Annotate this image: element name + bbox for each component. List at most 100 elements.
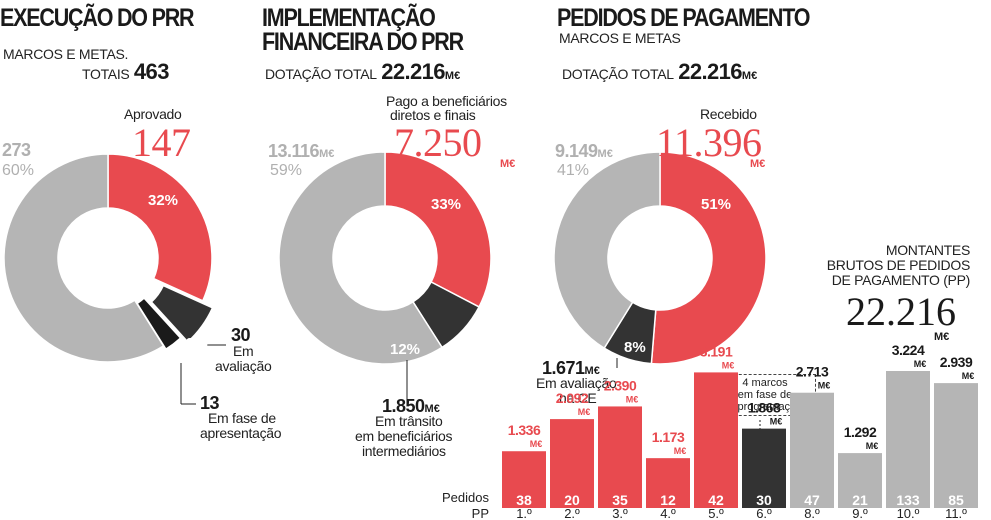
donut1-slice-0 (107, 153, 213, 302)
bar-unit-label-7: M€ (866, 441, 879, 451)
bar-value-label-5: 1.868 (748, 400, 781, 416)
donut1-slice-1 (150, 284, 214, 343)
donut2-transit-value: 1.850 (382, 396, 425, 416)
bar-requests-label-6: 47 (804, 492, 820, 508)
donut2-paid-label1: Pago a beneficiários (386, 93, 507, 109)
donut2-transit-label1: Em trânsito (375, 413, 443, 429)
donut1-approved-label: Aprovado (124, 106, 182, 122)
donut1-eval-label1: Em (233, 343, 254, 359)
donut2-rest-unit: M€ (319, 148, 335, 160)
panel4-total: 22.216 (846, 289, 956, 334)
donut3-slice-0 (650, 151, 767, 365)
bar-7 (838, 453, 882, 508)
bar-category-label-2: 3.º (612, 506, 628, 520)
panel1-title: EXECUÇÃO DO PRR (0, 4, 195, 32)
donut2-transit-unit: M€ (424, 403, 440, 415)
donut1-rest-pct: 60% (2, 162, 35, 179)
donut3-eval-label2: na CE (559, 390, 597, 406)
bar-value-label-6: 2.713 (796, 364, 829, 380)
bar-requests-label-2: 35 (612, 492, 628, 508)
bar-requests-label-9: 85 (948, 492, 964, 508)
donut2-transit-label3: intermediários (362, 443, 446, 459)
bar-value-label-3: 1.173 (652, 429, 685, 445)
bar-value-label-1: 2.092 (556, 390, 589, 406)
panel3-subtitle: MARCOS E METAS (559, 30, 681, 46)
panel2-sub: DOTAÇÃO TOTAL (265, 66, 377, 82)
panel3-total: 22.216 (678, 59, 742, 84)
donut1 (3, 153, 214, 363)
bar-category-label-6: 8.º (804, 506, 820, 520)
panel4-unit: M€ (934, 331, 950, 343)
panel2-unit: M€ (444, 70, 461, 82)
donut1-rest-value: 273 (2, 140, 31, 160)
bar-category-label-7: 9.º (852, 506, 868, 520)
donut1-approved-pct: 32% (148, 192, 179, 209)
bar-unit-label-5: M€ (770, 417, 783, 427)
panel2-total: 22.216 (381, 59, 445, 84)
panel4-title-line2: BRUTOS DE PEDIDOS (826, 257, 971, 273)
donut2-rest-pct: 59% (270, 162, 303, 179)
bar-2 (598, 406, 642, 508)
bar-unit-label-2: M€ (626, 394, 639, 404)
bar-unit-label-4: M€ (722, 360, 735, 370)
bar-value-label-4: 3.191 (700, 343, 733, 359)
bar-unit-label-9: M€ (962, 371, 975, 381)
donut3-slice-2 (553, 151, 661, 350)
donut3-received-value: 11.396 (656, 120, 762, 165)
panel2-title-line2: FINANCEIRA DO PRR (262, 28, 464, 56)
bar-category-label-0: 1.º (516, 506, 532, 520)
bar-4 (694, 372, 738, 508)
donut1-present-value: 13 (200, 393, 220, 413)
donut2-paid-label2: diretos e finais (390, 107, 476, 123)
donut3-received-pct: 51% (701, 196, 732, 213)
panel3-title: PEDIDOS DE PAGAMENTO (557, 4, 810, 32)
donut2-slice-2 (278, 151, 444, 365)
panel3-unit: M€ (741, 70, 758, 82)
donut2 (278, 151, 492, 365)
bar-value-label-8: 3.224 (892, 342, 925, 358)
panel1-total: 463 (133, 59, 170, 84)
bar-requests-label-1: 20 (564, 492, 580, 508)
bar-category-label-1: 2.º (564, 506, 580, 520)
panel4-title-line3: DE PAGAMENTO (PP) (831, 272, 971, 288)
donut1-present-label2: apresentação (200, 425, 282, 441)
bar-value-label-2: 2.390 (604, 377, 637, 393)
donut2-paid-value: 7.250 (394, 120, 482, 165)
donut3-received-label: Recebido (700, 106, 757, 122)
bar-3 (646, 458, 690, 508)
note-line1: 4 marcos (742, 377, 788, 389)
bar-0 (502, 451, 546, 508)
bar-unit-label-8: M€ (914, 359, 927, 369)
donut3-eval-row: 1.671M€ (542, 358, 600, 379)
donut2-paid-unit: M€ (500, 158, 516, 170)
bar-category-label-4: 5.º (708, 506, 724, 520)
panel1-subtitle-line1: MARCOS E METAS. (3, 46, 129, 62)
bar-row-label-pp: PP (472, 506, 489, 520)
donut3-rest-unit: M€ (597, 148, 613, 160)
donut3-eval-unit: M€ (584, 365, 600, 377)
donut1-eval-value: 30 (231, 325, 251, 345)
bar-unit-label-6: M€ (818, 381, 831, 391)
donut1-slice-3 (3, 153, 165, 363)
donut1-eval-label2: avaliação (215, 358, 272, 374)
bar-8 (886, 371, 930, 508)
donut3-rest-value: 9.149 (555, 141, 598, 161)
bar-requests-label-3: 12 (660, 492, 676, 508)
panel4-title-line1: MONTANTES (885, 242, 970, 258)
donut2-transit-pct: 12% (390, 341, 421, 358)
note-line2: em fase de (737, 389, 793, 401)
bar-category-label-8: 10.º (897, 506, 920, 520)
panel2-total-row: DOTAÇÃO TOTAL 22.216M€ (265, 59, 460, 85)
donut1-eval-pct: 8% (186, 335, 208, 352)
donut2-rest-row: 13.116M€ (268, 141, 334, 162)
donut1-present-label1: Em fase de (208, 410, 276, 426)
donut2-paid-pct: 33% (431, 196, 462, 213)
donut3-eval-pct: 8% (624, 339, 646, 356)
donut2-transit-row: 1.850M€ (382, 396, 440, 417)
donut3-rest-row: 9.149M€ (555, 141, 613, 162)
bar-value-label-0: 1.336 (508, 422, 541, 438)
bar-category-label-9: 11.º (945, 506, 967, 520)
bar-requests-label-0: 38 (516, 492, 532, 508)
